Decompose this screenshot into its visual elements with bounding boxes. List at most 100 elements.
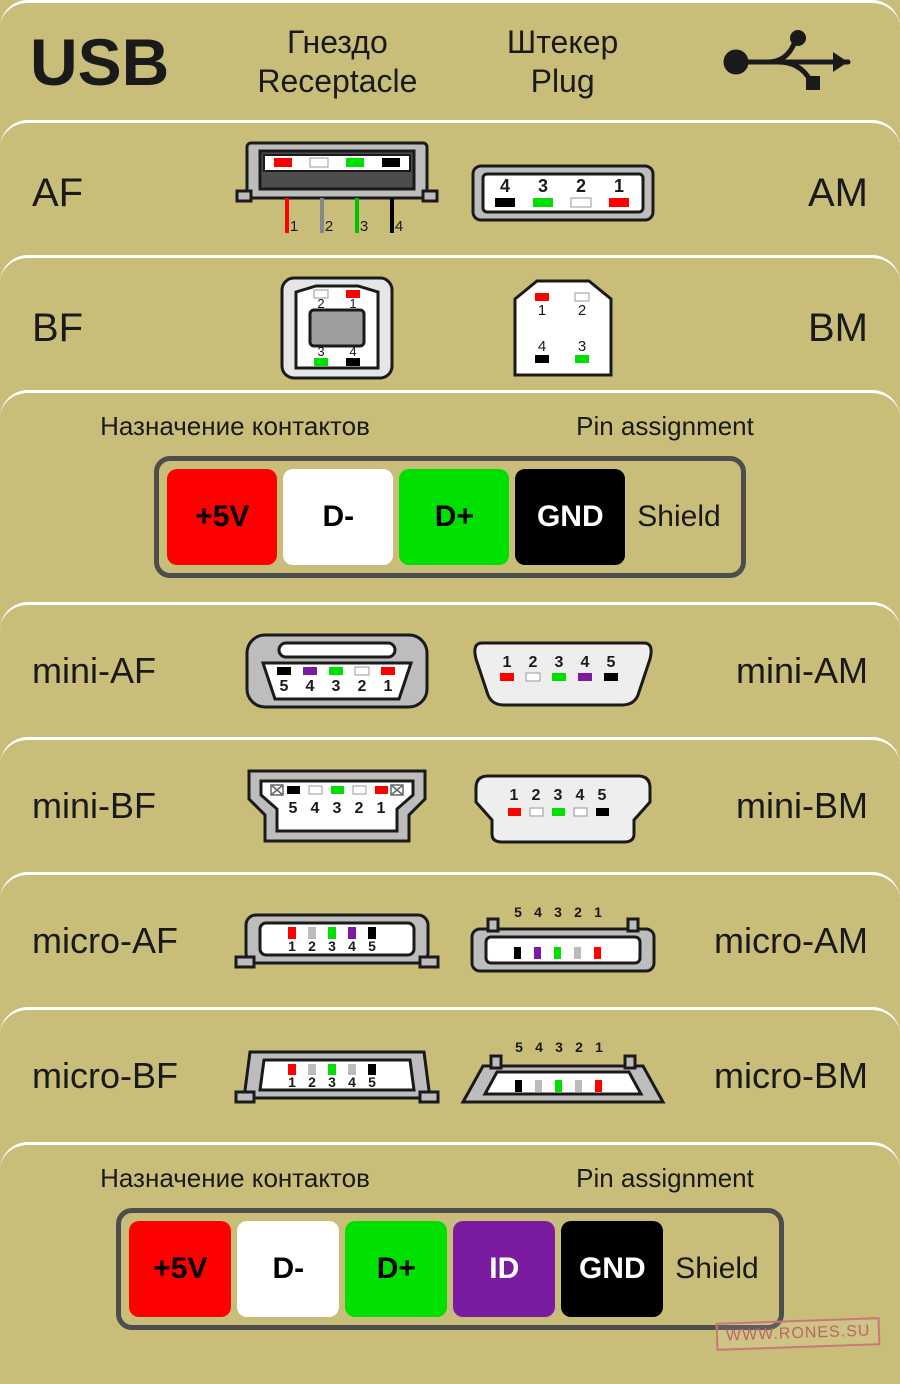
diagram-mini-bm: 123 45 — [450, 764, 675, 849]
usb-title: USB — [20, 24, 225, 100]
svg-text:3: 3 — [332, 678, 341, 695]
diagram-micro-am: 543 21 — [450, 899, 675, 984]
svg-text:2: 2 — [355, 800, 364, 817]
svg-text:2: 2 — [358, 678, 367, 695]
legend-titles: Назначение контактов Pin assignment — [20, 411, 880, 442]
label-micro-bm: micro-BM — [675, 1055, 880, 1097]
row-a: AF 1 2 3 4 — [0, 120, 900, 255]
legend-4pin: Назначение контактов Pin assignment +5VD… — [0, 390, 900, 602]
legend-title-en-2: Pin assignment — [450, 1163, 880, 1194]
svg-text:2: 2 — [577, 302, 585, 319]
svg-text:3: 3 — [333, 800, 342, 817]
svg-text:2: 2 — [308, 1074, 316, 1090]
svg-text:4: 4 — [500, 176, 510, 196]
svg-text:4: 4 — [311, 800, 320, 817]
svg-text:1: 1 — [509, 787, 518, 804]
col-plug-en: Plug — [450, 62, 675, 100]
svg-text:4: 4 — [534, 904, 542, 920]
pin-d-: D- — [283, 469, 393, 565]
svg-text:4: 4 — [348, 938, 356, 954]
svg-text:3: 3 — [555, 1039, 563, 1055]
label-mini-am: mini-AM — [675, 650, 880, 692]
label-micro-am: micro-AM — [675, 920, 880, 962]
svg-text:5: 5 — [514, 904, 522, 920]
svg-text:4: 4 — [395, 218, 403, 235]
svg-text:4: 4 — [535, 1039, 543, 1055]
label-micro-bf: micro-BF — [20, 1055, 225, 1097]
svg-text:2: 2 — [574, 904, 582, 920]
row-mini-a: mini-AF 543 21 — [0, 602, 900, 737]
legend-titles-2: Назначение контактов Pin assignment — [20, 1163, 880, 1194]
svg-text:5: 5 — [368, 1074, 376, 1090]
svg-text:1: 1 — [288, 1074, 296, 1090]
svg-text:3: 3 — [554, 904, 562, 920]
svg-text:1: 1 — [377, 800, 386, 817]
usb-logo-icon — [675, 22, 880, 102]
svg-text:3: 3 — [328, 1074, 336, 1090]
label-af: AF — [20, 171, 225, 216]
svg-text:4: 4 — [348, 1074, 356, 1090]
diagram-micro-bm: 543 21 — [450, 1034, 675, 1119]
svg-text:3: 3 — [577, 338, 585, 355]
svg-text:5: 5 — [368, 938, 376, 954]
label-bm: BM — [675, 306, 880, 351]
svg-text:2: 2 — [318, 296, 325, 311]
pin-gnd: GND — [561, 1221, 663, 1317]
svg-text:3: 3 — [554, 654, 563, 671]
svg-text:1: 1 — [290, 218, 298, 235]
svg-text:5: 5 — [597, 787, 606, 804]
svg-text:3: 3 — [538, 176, 548, 196]
svg-text:2: 2 — [308, 938, 316, 954]
legend-box-5: +5VD-D+IDGNDShield — [116, 1208, 783, 1330]
diagram-micro-bf: 123 45 — [225, 1036, 450, 1116]
diagram-af: 12 34 — [225, 133, 450, 253]
svg-text:1: 1 — [537, 302, 545, 319]
svg-text:5: 5 — [606, 654, 615, 671]
svg-text:4: 4 — [350, 344, 357, 359]
label-am: AM — [675, 171, 880, 216]
label-bf: BF — [20, 306, 225, 351]
svg-text:1: 1 — [594, 904, 602, 920]
svg-text:2: 2 — [531, 787, 540, 804]
svg-text:5: 5 — [280, 678, 289, 695]
row-micro-b: micro-BF 123 45 — [0, 1007, 900, 1142]
diagram-am: 43 21 — [450, 158, 675, 228]
svg-text:2: 2 — [528, 654, 537, 671]
svg-text:2: 2 — [575, 1039, 583, 1055]
shield-label: Shield — [669, 1252, 770, 1286]
header-row: USB Гнездо Receptacle Штекер Plug — [0, 0, 900, 120]
diagram-mini-af: 543 21 — [225, 621, 450, 721]
row-b: BF 2 1 3 4 — [0, 255, 900, 390]
shield-label: Shield — [631, 500, 732, 534]
label-mini-bm: mini-BM — [675, 785, 880, 827]
pin-d+: D+ — [399, 469, 509, 565]
svg-text:4: 4 — [306, 678, 315, 695]
svg-text:2: 2 — [325, 218, 333, 235]
svg-text:1: 1 — [288, 938, 296, 954]
diagram-mini-bf: 543 21 — [225, 759, 450, 854]
svg-text:4: 4 — [580, 654, 589, 671]
row-mini-b: mini-BF 543 21 — [0, 737, 900, 872]
svg-text:2: 2 — [576, 176, 586, 196]
pin-id: ID — [453, 1221, 555, 1317]
svg-text:5: 5 — [289, 800, 298, 817]
legend-title-ru: Назначение контактов — [20, 411, 450, 442]
diagram-bf: 21 34 — [225, 268, 450, 388]
label-mini-bf: mini-BF — [20, 785, 225, 827]
pin-gnd: GND — [515, 469, 625, 565]
svg-text:1: 1 — [502, 654, 511, 671]
pin-+5v: +5V — [167, 469, 277, 565]
pin-+5v: +5V — [129, 1221, 231, 1317]
legend-title-en: Pin assignment — [450, 411, 880, 442]
row-micro-a: micro-AF 123 45 — [0, 872, 900, 1007]
legend-box-4: +5VD-D+GNDShield — [154, 456, 745, 578]
label-micro-af: micro-AF — [20, 920, 225, 962]
svg-text:1: 1 — [350, 296, 357, 311]
pin-d-: D- — [237, 1221, 339, 1317]
diagram-bm: 12 43 — [450, 271, 675, 386]
svg-text:1: 1 — [595, 1039, 603, 1055]
col-receptacle: Гнездо Receptacle — [225, 23, 450, 100]
pin-d+: D+ — [345, 1221, 447, 1317]
svg-text:3: 3 — [328, 938, 336, 954]
svg-text:4: 4 — [575, 787, 584, 804]
